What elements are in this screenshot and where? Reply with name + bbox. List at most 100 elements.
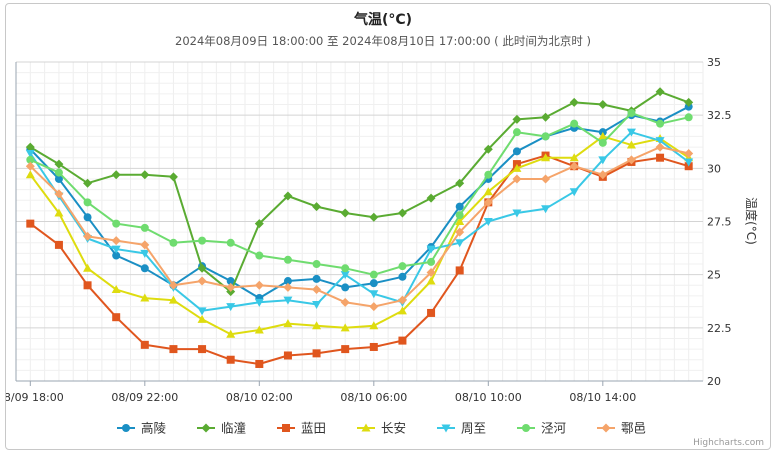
data-point[interactable]: [312, 285, 322, 295]
data-point[interactable]: [541, 205, 551, 214]
data-point[interactable]: [655, 87, 665, 97]
data-point[interactable]: [570, 119, 579, 128]
data-point[interactable]: [427, 308, 436, 317]
legend-item[interactable]: 鄠邑: [597, 421, 646, 436]
data-point[interactable]: [455, 202, 464, 211]
data-point[interactable]: [598, 170, 608, 180]
data-point[interactable]: [684, 113, 693, 122]
data-point[interactable]: [111, 285, 121, 294]
data-point[interactable]: [455, 178, 465, 188]
legend-item[interactable]: 临潼: [197, 421, 246, 436]
data-point[interactable]: [83, 198, 92, 207]
data-point[interactable]: [340, 271, 350, 280]
legend-item[interactable]: 长安: [357, 421, 406, 436]
data-point[interactable]: [111, 236, 121, 246]
data-point[interactable]: [569, 188, 579, 197]
data-point[interactable]: [598, 131, 608, 140]
data-point[interactable]: [226, 238, 235, 247]
series-line[interactable]: [29, 131, 690, 312]
legend-item[interactable]: 高陵: [117, 421, 167, 436]
data-point[interactable]: [140, 293, 150, 302]
data-point[interactable]: [426, 245, 436, 254]
data-point[interactable]: [369, 290, 379, 299]
data-point[interactable]: [25, 149, 35, 158]
data-point[interactable]: [684, 158, 694, 167]
data-point[interactable]: [140, 249, 150, 258]
data-point[interactable]: [226, 303, 236, 312]
data-point[interactable]: [569, 161, 579, 171]
data-point[interactable]: [111, 170, 121, 180]
data-point[interactable]: [254, 219, 264, 229]
data-point[interactable]: [598, 156, 608, 165]
data-point[interactable]: [455, 211, 464, 220]
credits[interactable]: Highcharts.com: [693, 438, 764, 448]
data-point[interactable]: [684, 97, 694, 107]
legend-item[interactable]: 周至: [437, 421, 486, 436]
legend-marker[interactable]: [522, 424, 530, 432]
data-point[interactable]: [483, 187, 493, 196]
data-point[interactable]: [426, 193, 436, 203]
data-point[interactable]: [627, 109, 636, 118]
data-point[interactable]: [569, 97, 579, 107]
data-point[interactable]: [626, 128, 636, 137]
data-point[interactable]: [512, 147, 521, 156]
data-point[interactable]: [54, 159, 64, 169]
data-point[interactable]: [312, 321, 322, 330]
data-point[interactable]: [598, 100, 608, 110]
data-point[interactable]: [226, 355, 235, 364]
data-point[interactable]: [483, 218, 493, 226]
data-point[interactable]: [541, 153, 551, 162]
data-point[interactable]: [512, 114, 522, 124]
data-point[interactable]: [312, 274, 321, 283]
data-point[interactable]: [340, 297, 350, 307]
data-point[interactable]: [197, 263, 207, 273]
data-point[interactable]: [83, 231, 93, 241]
data-point[interactable]: [140, 340, 149, 349]
data-point[interactable]: [426, 268, 436, 278]
data-point[interactable]: [140, 240, 150, 250]
data-point[interactable]: [655, 137, 665, 146]
data-point[interactable]: [455, 227, 465, 237]
data-point[interactable]: [455, 266, 464, 275]
data-point[interactable]: [54, 168, 63, 177]
data-point[interactable]: [283, 277, 292, 286]
data-point[interactable]: [283, 351, 292, 360]
data-point[interactable]: [340, 208, 350, 218]
data-point[interactable]: [626, 155, 636, 165]
data-point[interactable]: [54, 240, 63, 249]
data-point[interactable]: [541, 112, 551, 122]
data-point[interactable]: [168, 295, 178, 304]
data-point[interactable]: [398, 262, 407, 271]
data-point[interactable]: [140, 264, 149, 273]
data-point[interactable]: [656, 119, 665, 128]
data-point[interactable]: [398, 336, 407, 345]
data-point[interactable]: [283, 255, 292, 264]
legend-marker[interactable]: [282, 424, 290, 432]
data-point[interactable]: [112, 251, 121, 260]
data-point[interactable]: [26, 155, 35, 164]
series-line[interactable]: [29, 112, 689, 276]
data-point[interactable]: [197, 276, 207, 286]
data-point[interactable]: [254, 298, 264, 307]
data-point[interactable]: [398, 272, 407, 281]
data-point[interactable]: [512, 174, 522, 184]
data-point[interactable]: [426, 276, 436, 285]
data-point[interactable]: [54, 189, 64, 199]
data-point[interactable]: [369, 279, 378, 288]
series-line[interactable]: [29, 146, 689, 308]
data-point[interactable]: [169, 238, 178, 247]
data-point[interactable]: [111, 245, 121, 254]
data-point[interactable]: [168, 172, 178, 182]
data-point[interactable]: [512, 128, 521, 137]
data-point[interactable]: [655, 142, 665, 152]
data-point[interactable]: [198, 236, 207, 245]
data-point[interactable]: [255, 359, 264, 368]
legend-marker[interactable]: [361, 423, 371, 432]
series-line[interactable]: [29, 90, 690, 293]
data-point[interactable]: [397, 208, 407, 218]
data-point[interactable]: [312, 260, 321, 269]
data-point[interactable]: [684, 148, 694, 158]
legend-item[interactable]: 蓝田: [277, 421, 326, 436]
data-point[interactable]: [198, 345, 207, 354]
data-point[interactable]: [83, 281, 92, 290]
